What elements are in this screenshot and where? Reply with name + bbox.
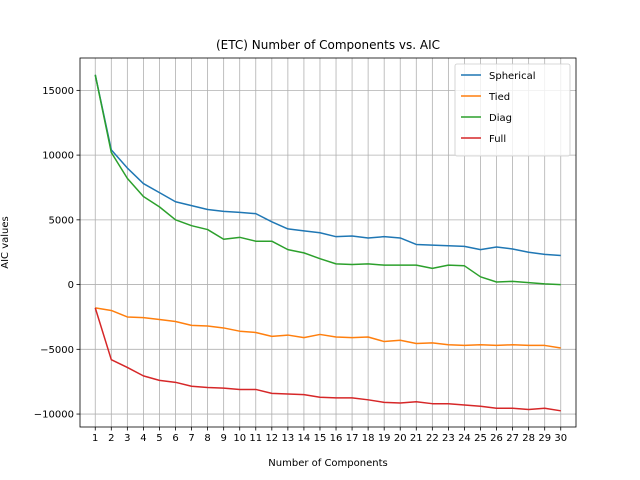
x-tick-label: 16	[330, 433, 343, 444]
x-tick-label: 23	[442, 433, 455, 444]
x-tick-label: 10	[233, 433, 246, 444]
series-line-full	[94, 307, 561, 412]
y-tick-label: 15000	[42, 86, 74, 97]
y-tick-label: 10000	[42, 151, 74, 162]
series-line-spherical	[94, 74, 561, 257]
y-tick-label: 5000	[49, 215, 74, 226]
x-tick-label: 30	[554, 433, 567, 444]
x-tick-label: 20	[394, 433, 407, 444]
x-tick-label: 28	[522, 433, 535, 444]
legend-label-full: Full	[489, 134, 506, 145]
x-tick-label: 6	[172, 433, 178, 444]
x-tick-label: 1	[92, 433, 98, 444]
axis-ticks: 1 2 3 4 5 6 7 8 9 10 11 12 13 14 15 16 17 18 19 20 21 22 23 24 2…	[34, 86, 567, 444]
x-tick-label: 21	[410, 433, 423, 444]
y-tick-label: −5000	[40, 345, 74, 356]
x-tick-label: 11	[249, 433, 262, 444]
series-lines	[94, 74, 561, 412]
y-tick-label: 0	[68, 280, 74, 291]
plot-frame	[79, 57, 577, 428]
series-line-diag	[94, 74, 561, 286]
x-tick-label: 2	[108, 433, 114, 444]
x-tick-label: 7	[188, 433, 194, 444]
x-tick-label: 19	[378, 433, 391, 444]
x-tick-label: 26	[490, 433, 503, 444]
legend: Spherical Tied Diag Full	[454, 63, 571, 157]
legend-label-diag: Diag	[489, 113, 512, 124]
legend-label-tied: Tied	[488, 92, 510, 103]
x-tick-label: 18	[362, 433, 375, 444]
x-tick-label: 4	[140, 433, 146, 444]
y-axis-label: AIC values	[0, 216, 11, 268]
x-tick-label: 29	[538, 433, 551, 444]
x-axis-label: Number of Components	[268, 458, 387, 469]
x-tick-label: 27	[506, 433, 519, 444]
legend-label-spherical: Spherical	[489, 71, 535, 82]
x-tick-label: 5	[156, 433, 162, 444]
y-tick-label: −10000	[34, 410, 74, 421]
x-tick-label: 12	[265, 433, 278, 444]
x-tick-label: 22	[426, 433, 439, 444]
x-tick-label: 24	[458, 433, 471, 444]
chart-title: (ETC) Number of Components vs. AIC	[216, 38, 440, 52]
x-tick-label: 8	[204, 433, 210, 444]
x-tick-label: 17	[346, 433, 359, 444]
legend-box	[454, 63, 571, 157]
x-tick-label: 3	[124, 433, 130, 444]
x-tick-label: 9	[220, 433, 226, 444]
series-line-tied	[95, 307, 561, 349]
x-tick-label: 14	[298, 433, 311, 444]
x-tick-label: 15	[314, 433, 327, 444]
x-tick-label: 25	[474, 433, 487, 444]
x-tick-label: 13	[282, 433, 295, 444]
